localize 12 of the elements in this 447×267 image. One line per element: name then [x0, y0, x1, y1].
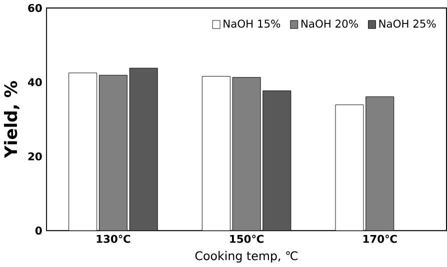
x-tick-label: 130℃ — [96, 235, 130, 244]
legend-label: NaOH 15% — [224, 20, 280, 28]
y-tick-label: 0 — [35, 226, 42, 235]
x-tick-label: 170℃ — [363, 235, 397, 244]
y-axis-title: Yield, % — [4, 81, 20, 158]
y-tick-label: 20 — [28, 152, 42, 161]
x-tick-label: 150℃ — [230, 235, 264, 244]
legend-label: NaOH 20% — [302, 20, 358, 28]
legend-label: NaOH 25% — [379, 20, 436, 28]
y-tick-label: 40 — [28, 78, 42, 86]
y-tick-label: 60 — [28, 4, 42, 12]
x-axis-title: Cooking temp, ℃ — [195, 251, 298, 263]
